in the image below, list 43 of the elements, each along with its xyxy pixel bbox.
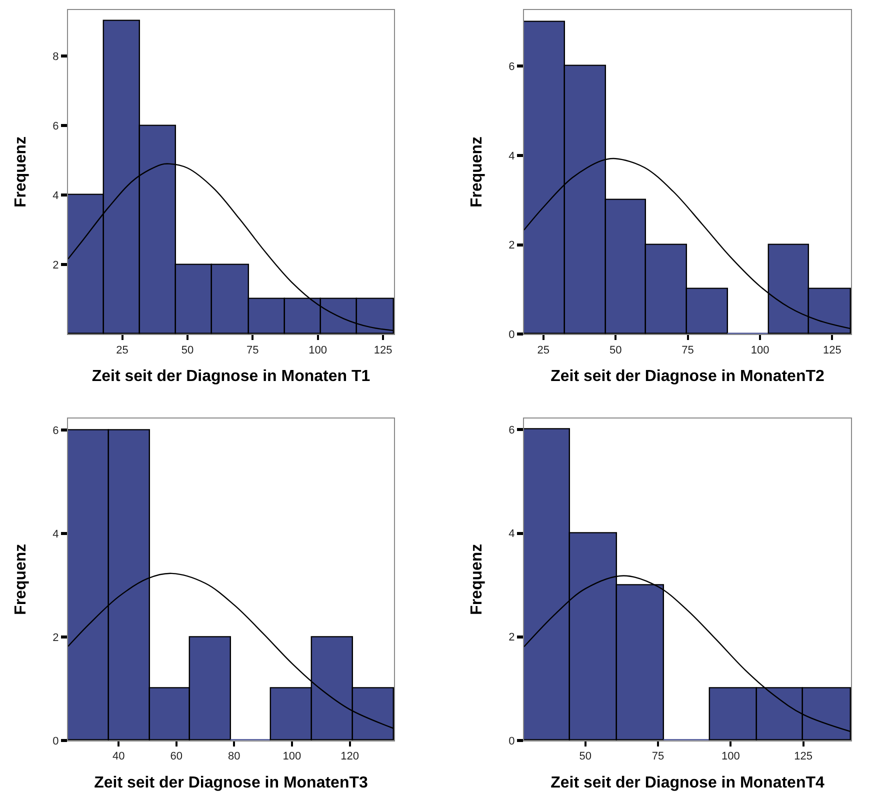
x-tick-label: 80 [228, 750, 240, 763]
x-tick-label: 50 [579, 750, 592, 763]
y-tick-label: 4 [52, 190, 59, 202]
x-axis-title: Zeit seit der Diagnose in MonatenT2 [550, 368, 825, 385]
x-tick-label: 75 [682, 344, 694, 356]
y-axis-title: Frequenz [12, 136, 30, 208]
x-axis-title: Zeit seit der Diagnose in MonatenT4 [550, 774, 825, 792]
y-tick-label: 4 [508, 528, 515, 540]
y-tick-label: 0 [508, 735, 515, 748]
x-axis-title: Zeit seit der Diagnose in Monaten T1 [92, 368, 370, 385]
x-tick-label: 50 [609, 344, 622, 356]
y-tick-label: 8 [52, 50, 59, 63]
x-tick-label: 75 [652, 750, 664, 763]
y-tick-label: 6 [508, 424, 515, 437]
x-tick-label: 125 [374, 344, 392, 356]
x-tick-label: 125 [823, 344, 842, 356]
x-tick-label: 100 [750, 344, 770, 356]
x-axis-title: Zeit seit der Diagnose in MonatenT3 [94, 774, 368, 792]
x-tick-label: 75 [246, 344, 259, 356]
x-tick-label: 120 [340, 750, 359, 763]
x-tick-label: 50 [181, 344, 194, 356]
x-tick-label: 100 [308, 344, 328, 356]
y-tick-label: 2 [52, 632, 59, 644]
y-axis-title: Frequenz [468, 544, 486, 615]
x-tick-label: 25 [116, 344, 128, 356]
y-tick-label: 4 [508, 150, 515, 162]
y-axis-title: Frequenz [468, 136, 486, 208]
y-tick-label: 2 [508, 632, 515, 644]
y-tick-label: 2 [508, 240, 515, 252]
x-tick-label: 60 [170, 750, 183, 763]
y-axis-title: Frequenz [12, 544, 30, 615]
y-tick-label: 6 [52, 425, 59, 438]
y-tick-label: 2 [52, 259, 59, 272]
y-tick-label: 4 [52, 528, 59, 540]
x-tick-label: 100 [282, 750, 302, 763]
y-tick-label: 0 [508, 328, 515, 341]
y-tick-label: 6 [508, 61, 515, 74]
y-tick-label: 0 [52, 735, 59, 748]
x-tick-label: 25 [537, 344, 550, 356]
x-tick-label: 100 [721, 750, 740, 763]
y-tick-label: 6 [52, 120, 59, 132]
x-tick-label: 125 [794, 750, 813, 763]
x-tick-label: 40 [112, 750, 125, 763]
